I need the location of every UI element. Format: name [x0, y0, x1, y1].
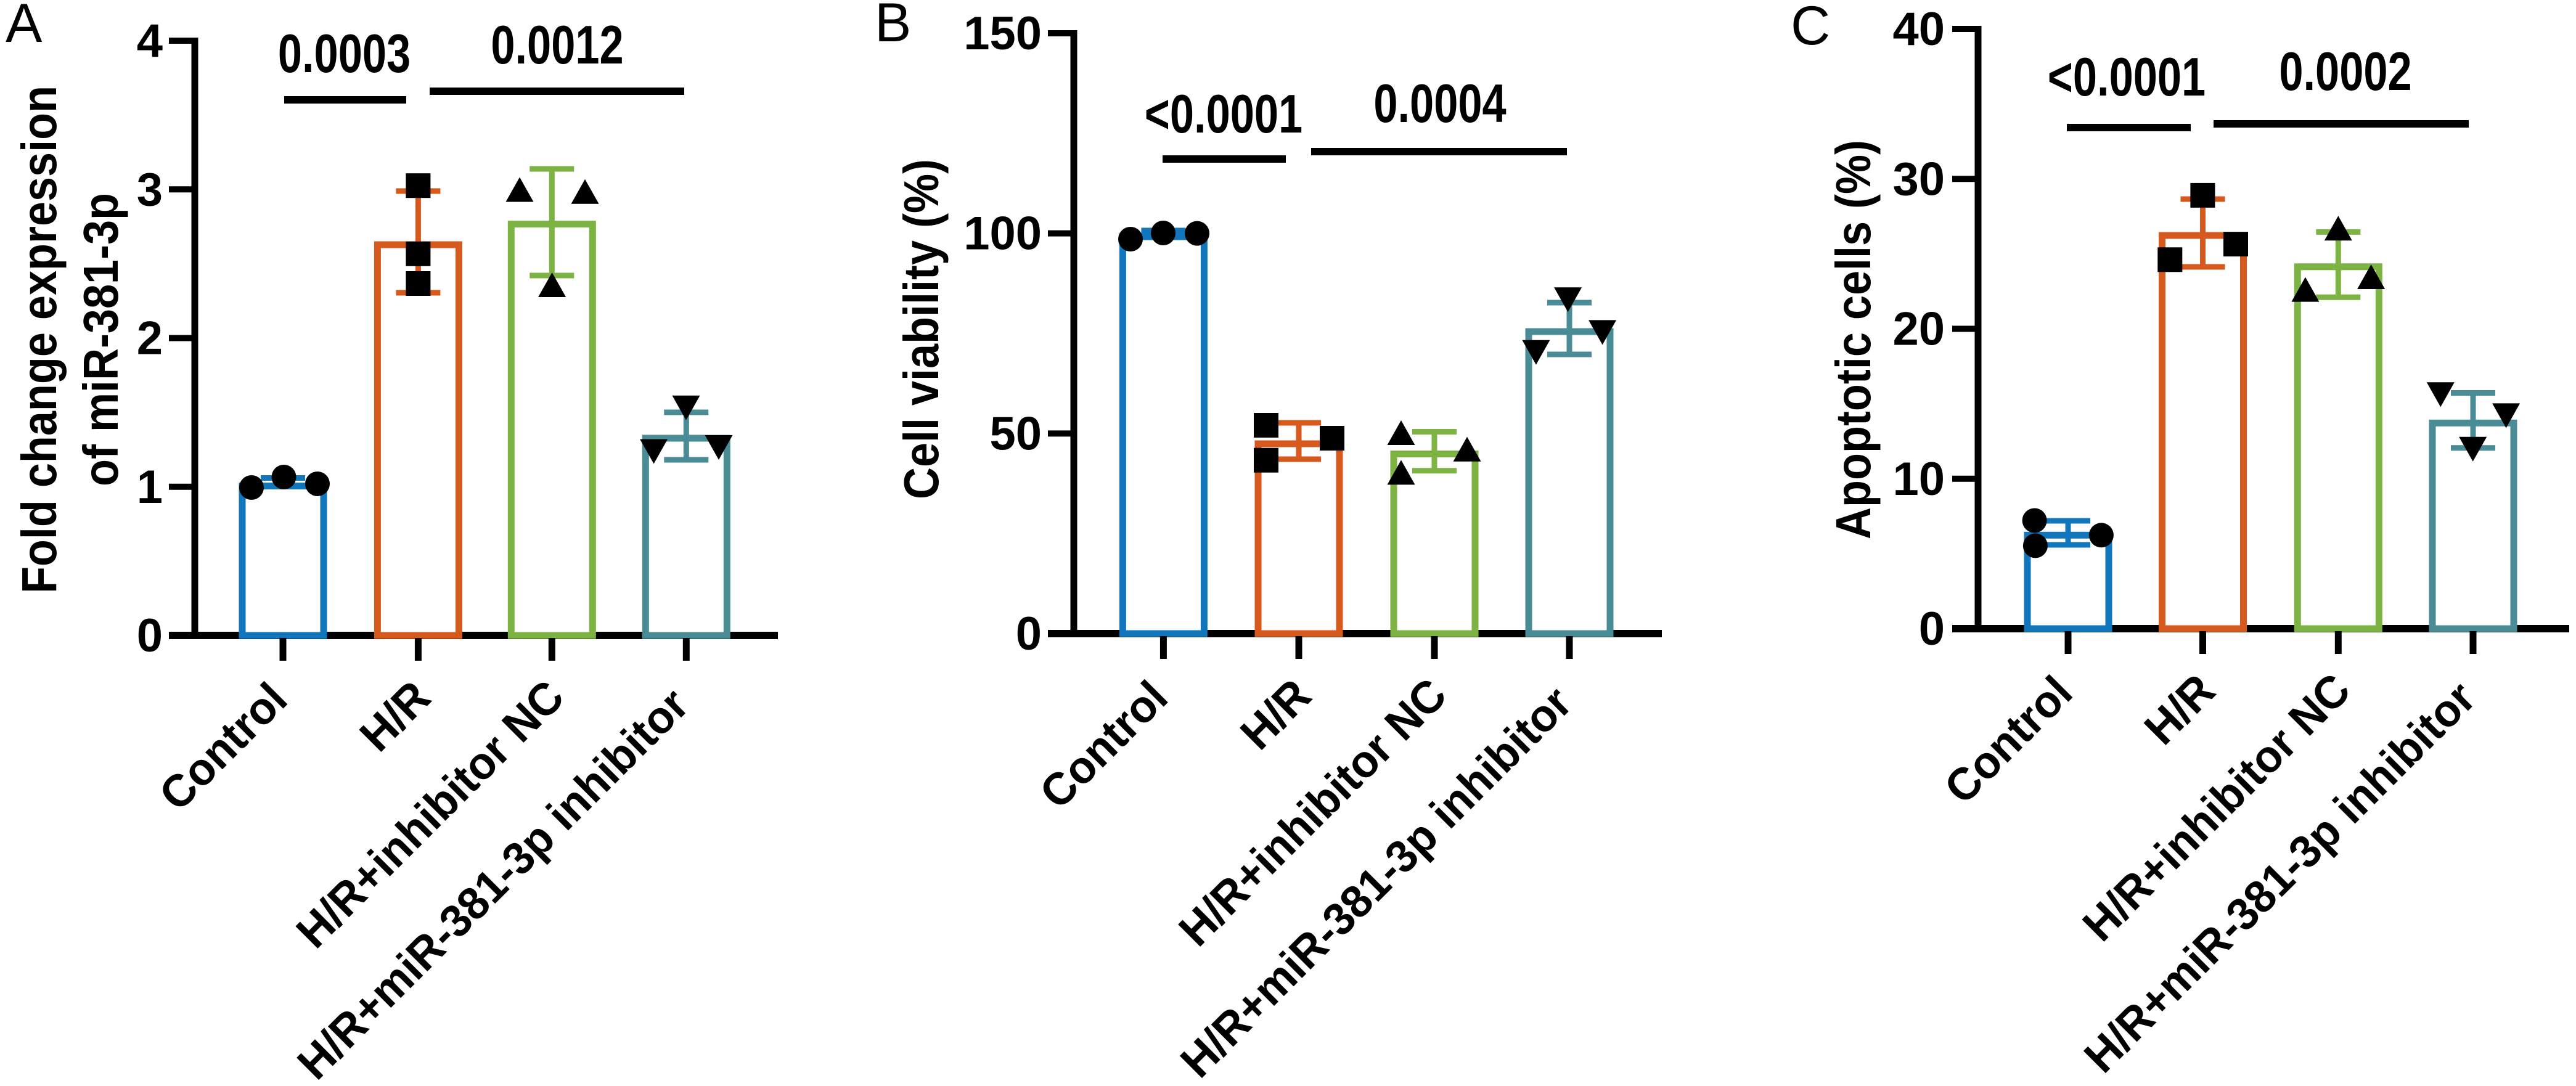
svg-text:Cell viability (%): Cell viability (%) [894, 159, 949, 499]
svg-text:4: 4 [137, 15, 163, 67]
svg-text:100: 100 [963, 208, 1042, 260]
svg-text:10: 10 [1892, 453, 1945, 505]
svg-text:2: 2 [137, 312, 163, 365]
svg-text:0: 0 [1919, 603, 1945, 655]
svg-text:Fold change expression: Fold change expression [12, 86, 67, 594]
svg-text:0: 0 [137, 610, 163, 662]
svg-text:0.0012: 0.0012 [491, 14, 623, 75]
svg-text:3: 3 [137, 163, 163, 216]
svg-text:0.0002: 0.0002 [2279, 41, 2411, 101]
svg-text:B: B [875, 0, 911, 53]
svg-text:<0.0001: <0.0001 [2048, 46, 2206, 107]
svg-text:40: 40 [1892, 3, 1945, 55]
svg-text:1: 1 [137, 461, 163, 513]
svg-text:of miR-381-3p: of miR-381-3p [74, 193, 129, 486]
svg-text:0: 0 [1016, 608, 1042, 660]
svg-text:0.0004: 0.0004 [1373, 73, 1506, 133]
svg-text:Apoptotic cells (%): Apoptotic cells (%) [1826, 140, 1881, 539]
svg-text:0.0003: 0.0003 [278, 23, 411, 83]
svg-text:<0.0001: <0.0001 [1145, 83, 1302, 144]
svg-text:C: C [1791, 0, 1830, 56]
svg-text:50: 50 [989, 407, 1042, 460]
svg-text:30: 30 [1892, 153, 1945, 205]
svg-text:150: 150 [963, 7, 1042, 60]
svg-text:A: A [6, 0, 43, 54]
svg-text:20: 20 [1892, 303, 1945, 356]
